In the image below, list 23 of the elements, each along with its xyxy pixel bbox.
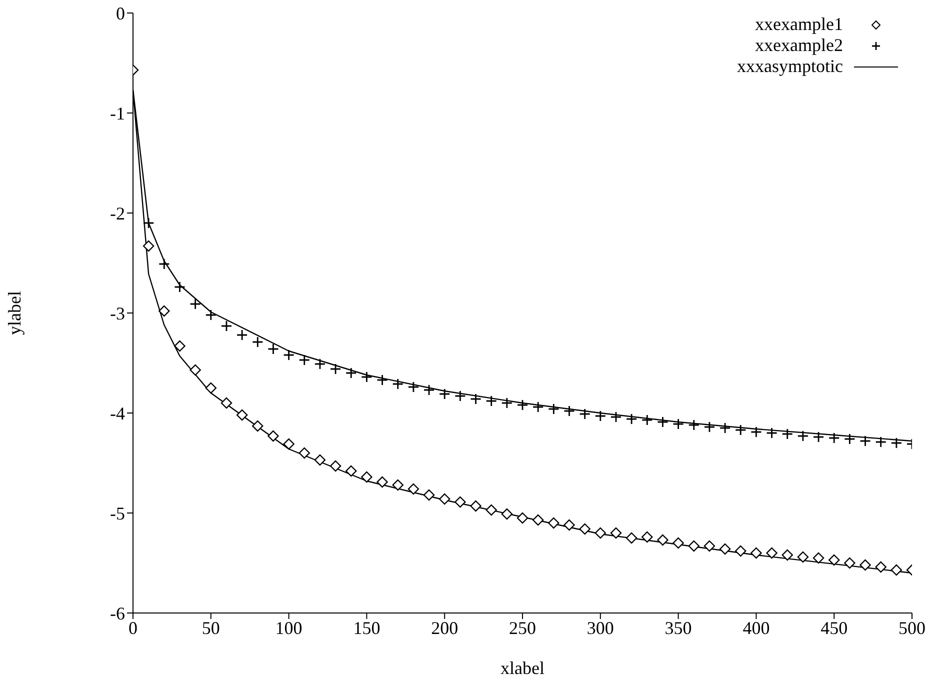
y-tick-label: -5 (110, 503, 125, 524)
x-tick-label: 150 (353, 618, 380, 638)
x-tick-label: 200 (431, 618, 458, 638)
x-tick-label: 0 (128, 618, 138, 638)
x-tick-label: 400 (742, 618, 770, 638)
x-axis-title: xlabel (500, 658, 544, 676)
legend-label: xxexample2 (755, 35, 843, 56)
legend-label: xxexample1 (755, 14, 843, 35)
y-axis-title: ylabel (4, 291, 24, 335)
x-tick-label: 250 (509, 618, 536, 638)
x-tick-label: 450 (820, 618, 848, 638)
y-tick-label: -6 (110, 603, 125, 624)
y-tick-label: -2 (110, 203, 125, 224)
y-tick-label: -3 (110, 303, 125, 324)
y-tick-label: -1 (110, 103, 125, 124)
legend-label: xxxasymptotic (737, 56, 843, 77)
x-tick-label: 350 (664, 618, 692, 638)
y-tick-label: -4 (110, 403, 125, 424)
y-tick-label: 0 (116, 3, 125, 24)
x-tick-label: 500 (898, 618, 926, 638)
x-tick-label: 300 (586, 618, 614, 638)
x-tick-label: 50 (202, 618, 220, 638)
x-tick-label: 100 (275, 618, 302, 638)
